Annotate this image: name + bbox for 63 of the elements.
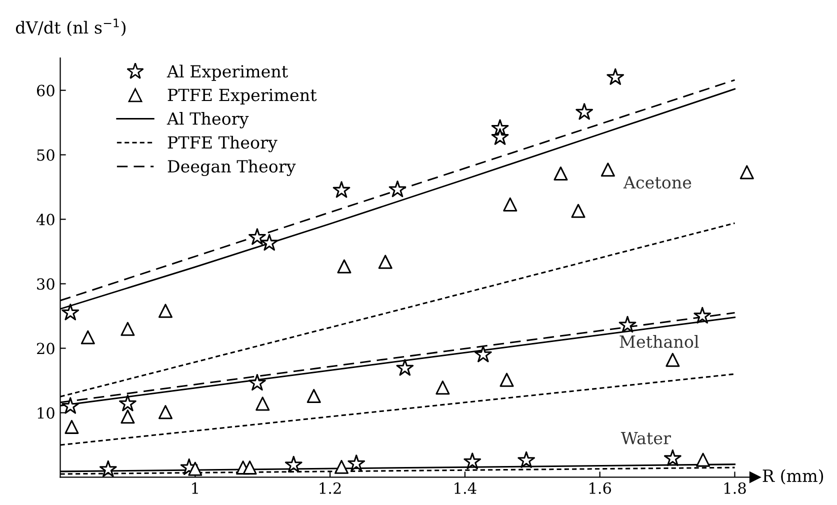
point — [694, 306, 712, 324]
x-axis-title: R (mm) — [762, 469, 824, 484]
point — [260, 234, 278, 251]
point — [740, 165, 754, 180]
x-tick-label: 1.6 — [590, 482, 612, 494]
point — [474, 346, 492, 362]
point — [334, 460, 349, 474]
point — [396, 359, 414, 376]
point — [62, 397, 80, 414]
point — [256, 396, 270, 411]
point — [248, 374, 266, 391]
point — [99, 460, 117, 477]
annotation: Methanol — [620, 335, 699, 348]
point — [120, 322, 135, 336]
point — [64, 420, 79, 434]
y-axis-title: dV/dt (nl s$^{−1}$) — [16, 18, 126, 36]
y-tick-label: 30 — [37, 278, 54, 290]
y-tick-label: 60 — [36, 84, 54, 96]
point — [576, 103, 594, 120]
y-tick-label: 10 — [38, 407, 54, 419]
point — [332, 181, 350, 198]
point — [664, 449, 682, 466]
point — [464, 452, 482, 470]
point — [518, 451, 536, 468]
point — [503, 197, 518, 212]
legend-label: Al Experiment — [166, 64, 288, 81]
point — [306, 388, 321, 403]
point — [120, 410, 135, 424]
y-tick-label: 40 — [36, 214, 54, 226]
point — [606, 68, 624, 85]
point — [388, 180, 406, 198]
annotation: Water — [620, 432, 671, 444]
point — [600, 162, 615, 177]
point — [158, 304, 172, 318]
x-tick-label: 1.4 — [454, 482, 476, 494]
point — [500, 372, 514, 387]
point — [80, 330, 95, 344]
point — [119, 394, 136, 412]
point — [618, 316, 636, 333]
legend-label: PTFE Experiment — [168, 88, 317, 104]
annotation: Acetone — [623, 176, 692, 189]
x-tick-label: 1.8 — [724, 482, 746, 494]
point — [666, 352, 680, 367]
x-tick-label: 1 — [192, 482, 198, 494]
point — [491, 128, 509, 145]
legend-label: Al Theory — [166, 112, 249, 128]
point — [571, 204, 586, 218]
y-tick-label: 50 — [37, 149, 54, 161]
y-tick-label: 20 — [37, 342, 54, 354]
point — [158, 405, 172, 420]
point — [554, 166, 568, 181]
point — [436, 380, 450, 395]
point — [348, 454, 366, 472]
legend-label: Deegan Theory — [168, 160, 296, 176]
legend-label: PTFE Theory — [168, 136, 278, 152]
point — [242, 460, 257, 475]
point — [696, 452, 710, 467]
point — [62, 304, 80, 320]
point — [378, 254, 392, 269]
x-tick-label: 1.2 — [320, 482, 341, 494]
point — [248, 228, 266, 245]
point — [337, 259, 352, 274]
point — [284, 456, 302, 472]
